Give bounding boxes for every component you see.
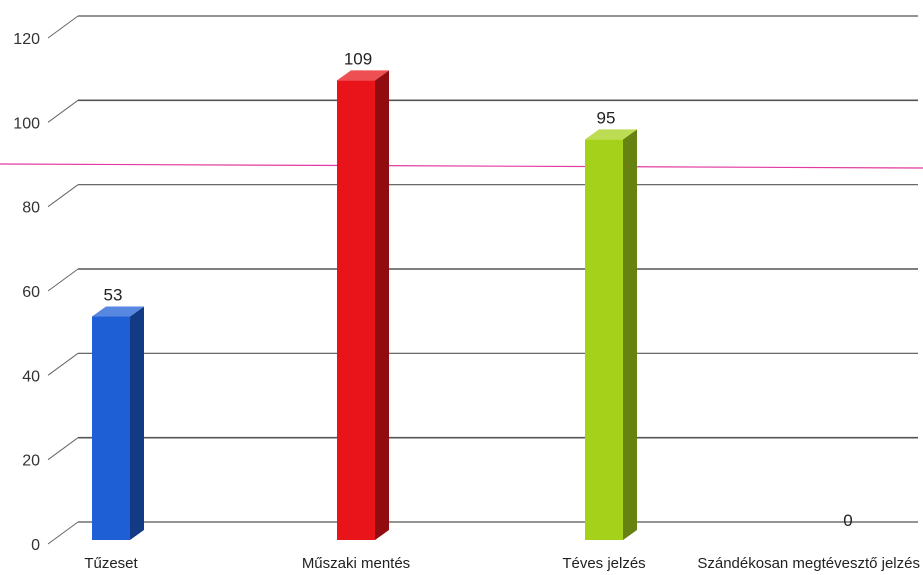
bar-top-2 [585,129,637,140]
y-tick-label: 20 [22,453,40,470]
bar-top-0 [92,306,144,317]
y-tick-label: 40 [22,368,40,385]
category-label-1: Műszaki mentés [302,555,410,572]
grid-diagonal-80 [47,184,79,208]
bar-top-1 [337,70,389,81]
grid-diagonal-60 [47,268,79,292]
value-label-2: 95 [597,108,616,127]
gridlines [47,15,918,545]
grid-diagonal-40 [47,352,79,376]
value-labels: 53 109 95 0 [104,49,853,530]
category-label-0: Tűzeset [84,555,138,572]
bar-side-0 [130,306,144,540]
grid-diagonal-120 [47,15,79,39]
y-axis: 0 20 40 60 80 100 120 [13,31,40,554]
y-tick-label: 60 [22,284,40,301]
y-tick-label: 0 [31,537,40,554]
category-label-3: Szándékosan megtévesztő jelzés [697,555,920,572]
y-tick-label: 80 [22,200,40,217]
grid-diagonal-100 [47,99,79,123]
bar-side-1 [375,70,389,540]
value-label-1: 109 [344,49,372,68]
category-label-2: Téves jelzés [562,555,645,572]
grid-diagonal-0 [47,521,79,545]
bar-side-2 [623,129,637,540]
bar-front-1 [337,80,375,540]
bars [92,70,637,540]
value-label-3: 0 [843,511,852,530]
category-labels: Tűzeset Műszaki mentés Téves jelzés Szándék… [84,555,920,572]
y-tick-label: 120 [13,31,40,48]
reference-line [0,163,923,169]
value-label-0: 53 [104,286,123,305]
bar-front-0 [92,316,130,540]
bar-front-2 [585,139,623,540]
grid-diagonal-20 [47,437,79,461]
y-tick-label: 100 [13,115,40,132]
